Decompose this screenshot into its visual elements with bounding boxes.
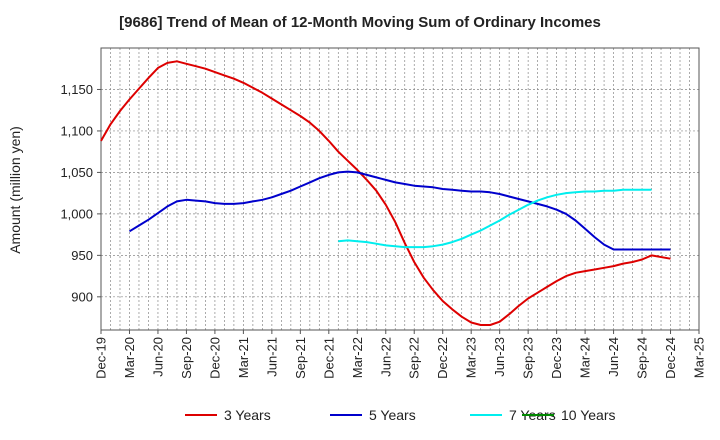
y-tick-label: 1,000 bbox=[60, 206, 93, 221]
x-tick-label: Mar-20 bbox=[122, 337, 137, 378]
series-line-3-years bbox=[100, 60, 671, 326]
legend-label: 10 Years bbox=[561, 407, 616, 423]
y-tick-label: 950 bbox=[71, 248, 93, 263]
x-tick-label: Sep-23 bbox=[521, 337, 536, 379]
x-tick-label: Mar-23 bbox=[464, 337, 479, 378]
x-axis-ticks: Dec-19 Mar-20 Jun-20 Sep-20 Dec-20 Mar-21 Jun-… bbox=[94, 330, 707, 379]
y-tick-label: 1,050 bbox=[60, 165, 93, 180]
x-tick-label: Sep-24 bbox=[635, 337, 650, 379]
series-line-5-years bbox=[128, 170, 671, 251]
x-tick-label: Mar-21 bbox=[236, 337, 251, 378]
x-tick-label: Jun-21 bbox=[264, 337, 279, 377]
x-tick-label: Jun-20 bbox=[150, 337, 165, 377]
y-tick-label: 1,150 bbox=[60, 82, 93, 97]
plot-area bbox=[100, 47, 700, 331]
x-tick-label: Sep-20 bbox=[179, 337, 194, 379]
legend-label: 3 Years bbox=[224, 407, 271, 423]
legend-label: 5 Years bbox=[369, 407, 416, 423]
x-tick-label: Dec-23 bbox=[549, 337, 564, 379]
grid bbox=[101, 48, 699, 330]
y-tick-label: 1,100 bbox=[60, 123, 93, 138]
y-axis-title: Amount (million yen) bbox=[7, 126, 23, 254]
x-tick-label: Dec-24 bbox=[663, 337, 678, 379]
x-tick-label: Mar-24 bbox=[578, 337, 593, 378]
series-line-7-years bbox=[338, 188, 652, 249]
x-tick-label: Dec-19 bbox=[94, 337, 109, 379]
chart-title: [9686] Trend of Mean of 12-Month Moving … bbox=[119, 14, 601, 31]
y-axis-ticks: 900 950 1,000 1,050 1,100 1,150 bbox=[60, 82, 101, 304]
x-tick-label: Dec-22 bbox=[435, 337, 450, 379]
x-tick-label: Dec-21 bbox=[321, 337, 336, 379]
y-tick-label: 900 bbox=[71, 289, 93, 304]
x-tick-label: Jun-22 bbox=[378, 337, 393, 377]
x-tick-label: Mar-22 bbox=[350, 337, 365, 378]
x-tick-label: Jun-23 bbox=[492, 337, 507, 377]
x-tick-label: Sep-22 bbox=[407, 337, 422, 379]
x-tick-label: Dec-20 bbox=[207, 337, 222, 379]
x-tick-label: Jun-24 bbox=[606, 337, 621, 377]
x-tick-label: Sep-21 bbox=[293, 337, 308, 379]
legend: 3 Years 5 Years 7 Years 10 Years bbox=[185, 407, 616, 423]
x-tick-label: Mar-25 bbox=[692, 337, 707, 378]
series-lines bbox=[100, 60, 671, 326]
